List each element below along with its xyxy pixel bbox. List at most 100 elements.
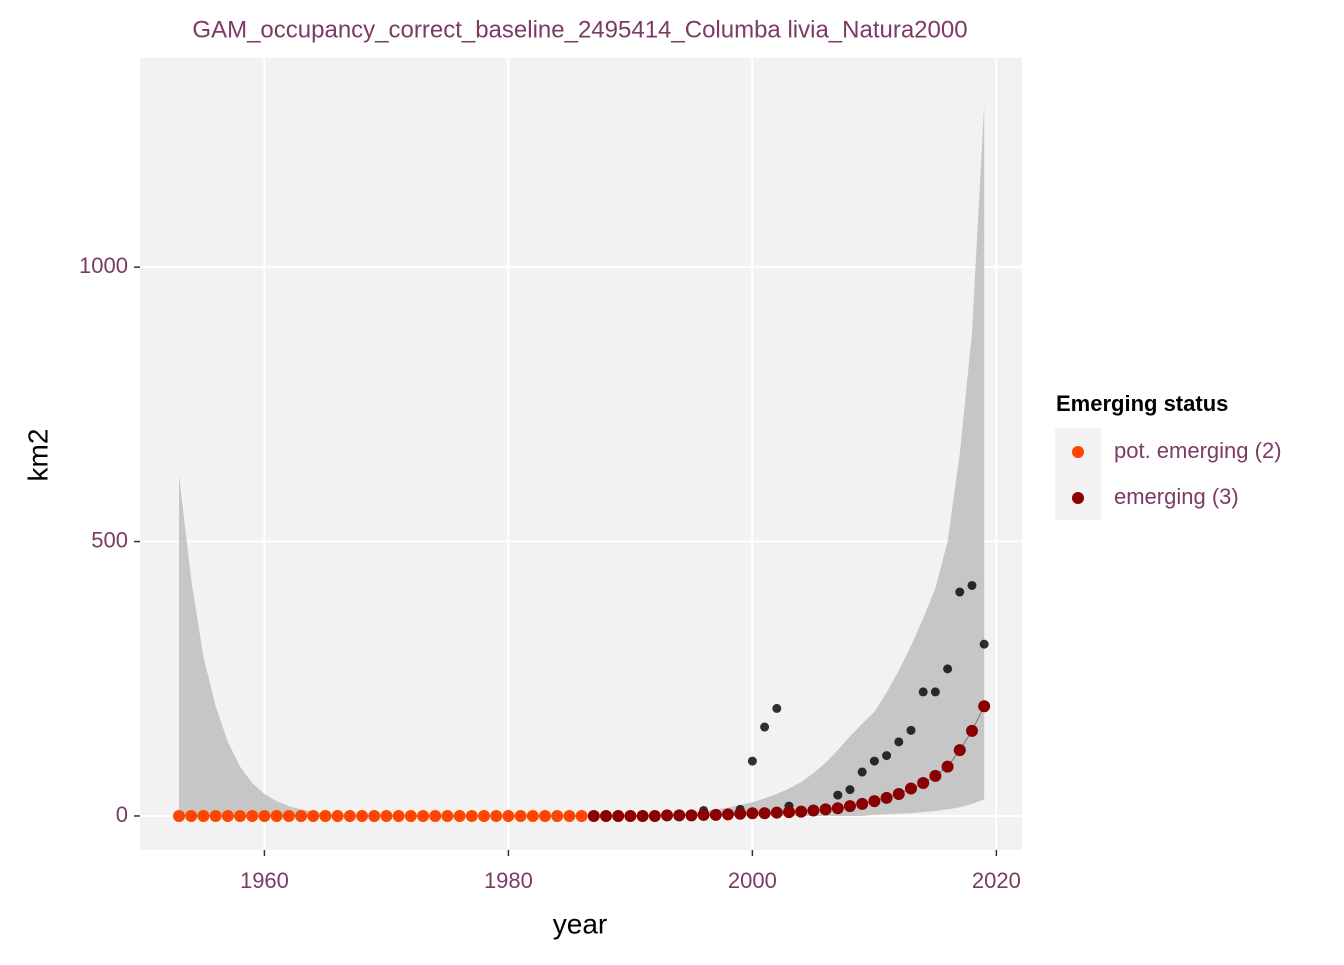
observed-point <box>882 751 892 761</box>
fitted-point <box>307 809 320 822</box>
fitted-point <box>709 808 722 821</box>
y-tick-label: 500 <box>91 527 128 552</box>
legend-swatch <box>1072 446 1084 458</box>
fitted-point <box>246 809 259 822</box>
fitted-point <box>575 809 588 822</box>
fitted-point <box>648 809 661 822</box>
fitted-point <box>295 809 308 822</box>
fitted-point <box>404 809 417 822</box>
fitted-point <box>770 806 783 819</box>
x-tick-label: 2020 <box>972 868 1021 893</box>
observed-point <box>857 767 867 777</box>
fitted-point <box>526 809 539 822</box>
observed-point <box>833 790 843 800</box>
legend-title: Emerging status <box>1056 391 1228 416</box>
fitted-point <box>819 803 832 816</box>
fitted-point <box>417 809 430 822</box>
fitted-point <box>478 809 491 822</box>
fitted-point <box>502 809 515 822</box>
chart-title: GAM_occupancy_correct_baseline_2495414_C… <box>192 16 967 43</box>
observed-point <box>930 687 940 697</box>
fitted-point <box>843 800 856 813</box>
fitted-point <box>636 809 649 822</box>
fitted-point <box>490 809 503 822</box>
fitted-point <box>697 808 710 821</box>
fitted-point <box>978 700 991 713</box>
observed-point <box>979 639 989 649</box>
fitted-point <box>185 809 198 822</box>
fitted-point <box>331 809 344 822</box>
fitted-point <box>234 809 247 822</box>
fitted-point <box>441 809 454 822</box>
fitted-point <box>587 809 600 822</box>
legend-swatch <box>1072 492 1084 504</box>
observed-point <box>955 587 965 597</box>
fitted-point <box>953 744 966 757</box>
fitted-point <box>965 724 978 737</box>
fitted-point <box>356 809 369 822</box>
observed-point <box>918 687 928 697</box>
fitted-point <box>319 809 332 822</box>
fitted-point <box>673 809 686 822</box>
fitted-point <box>453 809 466 822</box>
fitted-point <box>880 791 893 804</box>
observed-point <box>906 725 916 735</box>
fitted-point <box>758 807 771 820</box>
x-axis-label: year <box>553 908 607 939</box>
fitted-point <box>892 788 905 801</box>
x-tick-label: 2000 <box>728 868 777 893</box>
observed-point <box>869 756 879 766</box>
x-tick-label: 1960 <box>240 868 289 893</box>
legend-key-bg <box>1055 428 1101 520</box>
fitted-point <box>343 809 356 822</box>
plot-layer <box>140 58 1022 850</box>
observed-point <box>772 703 782 713</box>
observed-point <box>943 664 953 674</box>
fitted-point <box>685 809 698 822</box>
fitted-point <box>782 806 795 819</box>
fitted-point <box>856 797 869 810</box>
y-tick-label: 0 <box>116 802 128 827</box>
fitted-point <box>746 807 759 820</box>
fitted-point <box>368 809 381 822</box>
fitted-point <box>380 809 393 822</box>
observed-point <box>894 737 904 747</box>
y-tick-label: 1000 <box>79 253 128 278</box>
observed-point <box>760 722 770 732</box>
fitted-point <box>941 760 954 773</box>
observed-point <box>967 580 977 590</box>
fitted-point <box>465 809 478 822</box>
fitted-point <box>734 807 747 820</box>
x-tick-label: 1980 <box>484 868 533 893</box>
fitted-point <box>868 795 881 808</box>
legend-label: pot. emerging (2) <box>1114 438 1282 463</box>
observed-point <box>845 785 855 795</box>
fitted-point <box>661 809 674 822</box>
fitted-point <box>929 769 942 782</box>
fitted-point <box>270 809 283 822</box>
fitted-point <box>831 802 844 815</box>
fitted-point <box>514 809 527 822</box>
fitted-point <box>807 804 820 817</box>
fitted-point <box>624 809 637 822</box>
fitted-point <box>258 809 271 822</box>
fitted-point <box>612 809 625 822</box>
observed-point <box>747 756 757 766</box>
fitted-point <box>429 809 442 822</box>
confidence-ribbon <box>179 105 985 816</box>
fitted-point <box>795 805 808 818</box>
fitted-point <box>904 782 917 795</box>
fitted-point <box>197 809 210 822</box>
fitted-point <box>392 809 405 822</box>
fitted-point <box>563 809 576 822</box>
fitted-point <box>221 809 234 822</box>
fitted-point <box>282 809 295 822</box>
legend-label: emerging (3) <box>1114 484 1239 509</box>
y-axis-label: km2 <box>22 429 53 482</box>
fitted-point <box>551 809 564 822</box>
fitted-point <box>173 809 186 822</box>
fitted-point <box>600 809 613 822</box>
fitted-point <box>539 809 552 822</box>
fitted-point <box>917 777 930 790</box>
